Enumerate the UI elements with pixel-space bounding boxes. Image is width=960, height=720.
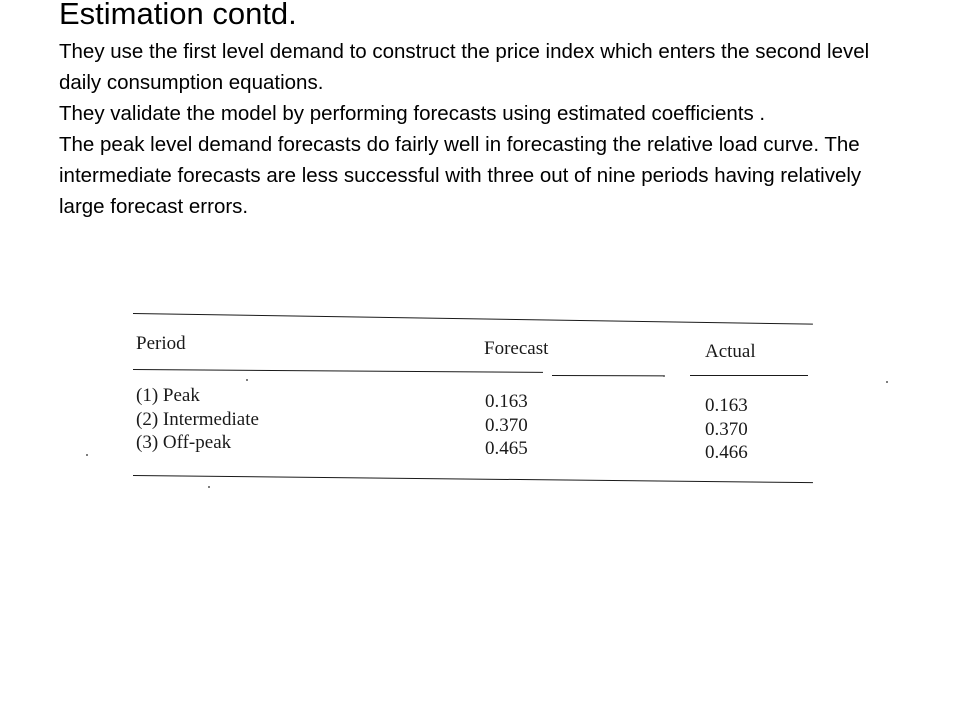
- scan-speck: [86, 454, 88, 456]
- body-paragraph-2: They validate the model by performing fo…: [59, 102, 766, 125]
- period-cell: (2) Intermediate: [136, 408, 259, 430]
- body-paragraph-3: The peak level demand forecasts do fairl…: [59, 133, 862, 218]
- period-cell: (1) Peak: [136, 385, 200, 406]
- scan-speck: [663, 375, 665, 377]
- table-bottom-rule: [132, 475, 813, 484]
- slide-title: Estimation contd.: [59, 0, 297, 31]
- slide-body: They use the first level demand to const…: [59, 36, 909, 222]
- scan-speck: [886, 381, 888, 383]
- actual-cell: 0.163: [705, 395, 748, 416]
- table-header-rule: [690, 375, 808, 376]
- forecast-column: 0.163 0.370 0.465: [485, 390, 528, 461]
- period-column: (1) Peak (2) Intermediate (3) Off-peak: [136, 384, 259, 455]
- scan-speck: [208, 486, 210, 488]
- forecast-cell: 0.163: [485, 391, 528, 412]
- actual-cell: 0.466: [705, 442, 748, 463]
- scan-speck: [246, 379, 248, 381]
- header-forecast: Forecast: [484, 338, 549, 359]
- header-actual: Actual: [705, 341, 756, 362]
- table-top-rule: [132, 313, 813, 325]
- period-cell: (3) Off-peak: [136, 432, 232, 453]
- forecast-cell: 0.370: [485, 414, 528, 436]
- forecast-table-image: Period Forecast Actual (1) Peak (2) Inte…: [130, 310, 814, 488]
- forecast-cell: 0.465: [485, 438, 528, 459]
- table-header-rule: [132, 369, 543, 373]
- table-header-rule: [551, 375, 664, 377]
- actual-column: 0.163 0.370 0.466: [705, 394, 748, 465]
- header-period: Period: [136, 333, 186, 354]
- body-paragraph-1: They use the first level demand to const…: [59, 40, 870, 94]
- actual-cell: 0.370: [705, 418, 748, 440]
